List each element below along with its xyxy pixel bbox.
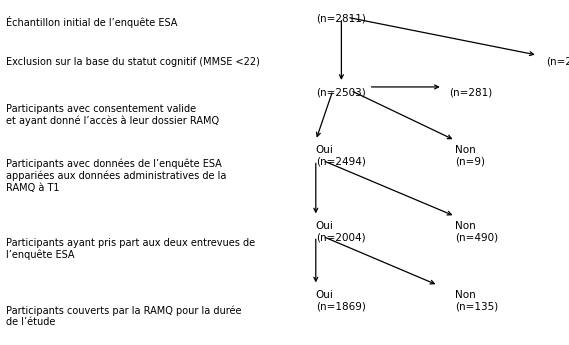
Text: Exclusion sur la base du statut cognitif (MMSE <22): Exclusion sur la base du statut cognitif…: [6, 57, 259, 67]
Text: (n=135): (n=135): [455, 302, 498, 312]
Text: Échantillon initial de l’enquête ESA: Échantillon initial de l’enquête ESA: [6, 16, 177, 28]
Text: (n=281): (n=281): [450, 88, 493, 98]
Text: (n=2811): (n=2811): [316, 14, 366, 24]
Text: (n=2494): (n=2494): [316, 157, 366, 167]
Text: (n=1869): (n=1869): [316, 302, 366, 312]
Text: (n=2004): (n=2004): [316, 233, 365, 243]
Text: Non: Non: [455, 221, 476, 231]
Text: Participants avec consentement valide
et ayant donné l’accès à leur dossier RAMQ: Participants avec consentement valide et…: [6, 104, 219, 126]
Text: (n=27): (n=27): [546, 57, 569, 67]
Text: (n=490): (n=490): [455, 233, 498, 243]
Text: (n=2503): (n=2503): [316, 88, 366, 98]
Text: Participants avec données de l’enquête ESA
appariées aux données administratives: Participants avec données de l’enquête E…: [6, 159, 226, 193]
Text: Participants ayant pris part aux deux entrevues de
l’enquête ESA: Participants ayant pris part aux deux en…: [6, 238, 255, 260]
Text: Non: Non: [455, 290, 476, 300]
Text: Oui: Oui: [316, 290, 333, 300]
Text: Oui: Oui: [316, 145, 333, 155]
Text: Oui: Oui: [316, 221, 333, 231]
Text: Participants couverts par la RAMQ pour la durée
de l’étude: Participants couverts par la RAMQ pour l…: [6, 305, 241, 327]
Text: Non: Non: [455, 145, 476, 155]
Text: (n=9): (n=9): [455, 157, 485, 167]
